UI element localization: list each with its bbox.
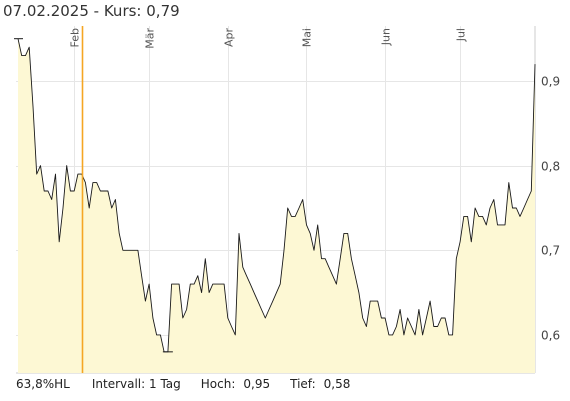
y-tick-label: 0,6 <box>541 329 560 343</box>
low-value: 0,58 <box>323 377 351 391</box>
hl-value: 63,8%HL <box>16 377 70 391</box>
date-label: 07.02.2025 <box>3 2 89 20</box>
high-label: Hoch: <box>200 377 236 391</box>
chart-footer: 63,8%HL Intervall: 1 Tag Hoch: 0,95 Tief: 0,5… <box>16 377 350 391</box>
x-tick-label: Feb <box>69 28 82 47</box>
y-tick-label: 0,8 <box>541 160 560 174</box>
y-tick-label: 0,7 <box>541 244 560 258</box>
interval-value: 1 Tag <box>149 377 181 391</box>
x-tick-label: Mär <box>144 28 157 49</box>
high-value: 0,95 <box>243 377 271 391</box>
low-label: Tief: <box>290 377 316 391</box>
x-tick-label: Jun <box>380 28 393 46</box>
chart-header: 07.02.2025 - Kurs: 0,79 <box>3 2 180 20</box>
price-area <box>18 38 535 373</box>
x-tick-label: Apr <box>223 28 236 48</box>
kurs-label: Kurs: <box>103 2 142 20</box>
x-tick-label: Jul <box>455 28 468 42</box>
kurs-value: 0,79 <box>146 2 180 20</box>
price-line <box>17 38 536 353</box>
title-separator: - <box>88 2 104 20</box>
interval-label: Intervall: <box>91 377 146 391</box>
x-tick-label: Mai <box>301 28 314 47</box>
y-tick-label: 0,9 <box>541 75 560 89</box>
